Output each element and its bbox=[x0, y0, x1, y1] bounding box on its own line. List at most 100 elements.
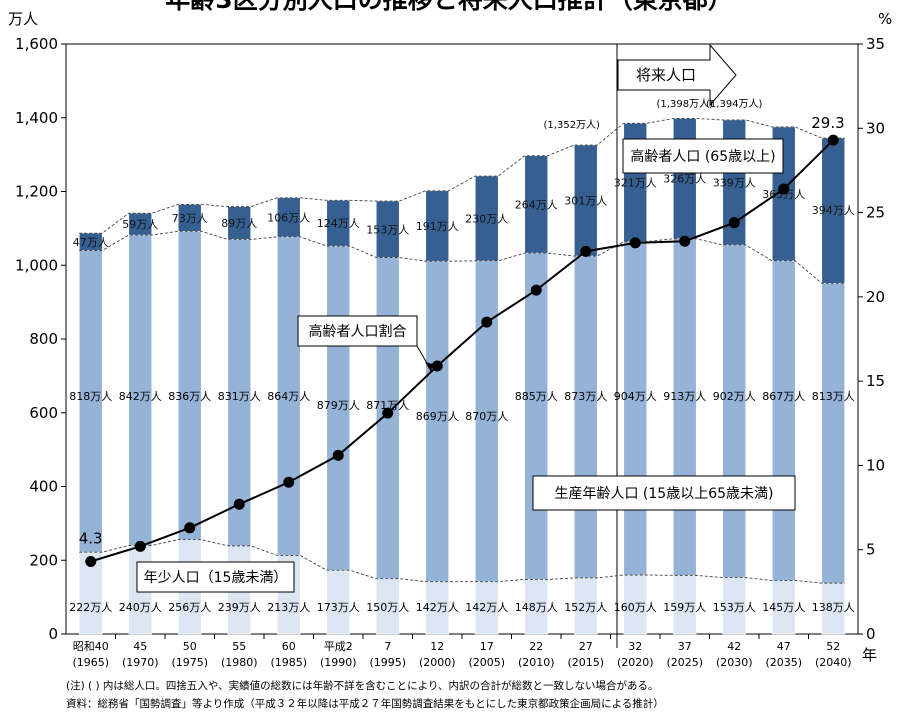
x-tick-label: 17 bbox=[480, 640, 494, 653]
ratio-point bbox=[778, 183, 790, 195]
total-label: (1,352万人) bbox=[544, 119, 601, 131]
label-elderly: 47万人 bbox=[73, 236, 109, 249]
label-elderly: 124万人 bbox=[317, 217, 360, 230]
left-tick-label: 800 bbox=[29, 330, 58, 348]
ratio-point bbox=[679, 235, 691, 247]
label-young: 150万人 bbox=[366, 601, 409, 614]
future-section: 将来人口 bbox=[616, 43, 737, 648]
ratio-point bbox=[580, 245, 592, 257]
label-young: 239万人 bbox=[218, 601, 261, 614]
label-young: 142万人 bbox=[465, 601, 508, 614]
ratio-point bbox=[431, 360, 443, 372]
label-working: 885万人 bbox=[515, 390, 558, 403]
x-tick-label: 昭和40 bbox=[73, 640, 109, 653]
ratio-point bbox=[184, 522, 196, 534]
label-working: 913万人 bbox=[663, 390, 706, 403]
label-elderly: 153万人 bbox=[366, 223, 409, 236]
x-tick-label: 45 bbox=[133, 640, 147, 653]
x-tick-sublabel: (2025) bbox=[666, 656, 703, 669]
ratio-point bbox=[481, 316, 493, 328]
label-young: 256万人 bbox=[168, 601, 211, 614]
label-elderly: 106万人 bbox=[267, 211, 310, 224]
label-working: 867万人 bbox=[762, 390, 805, 403]
x-tick-label: 60 bbox=[282, 640, 296, 653]
working-annotation-box bbox=[532, 475, 796, 511]
label-elderly: 59万人 bbox=[122, 218, 158, 231]
label-young: 159万人 bbox=[663, 601, 706, 614]
ratio-leader-arrowhead bbox=[425, 362, 433, 372]
boundary-line-total bbox=[79, 118, 845, 234]
x-tick-label: 42 bbox=[727, 640, 741, 653]
ratio-start-label: 4.3 bbox=[79, 530, 103, 548]
bar-segment-working bbox=[524, 252, 549, 580]
label-young: 213万人 bbox=[267, 601, 310, 614]
ratio-line bbox=[90, 139, 834, 563]
x-tick-sublabel: (1980) bbox=[221, 656, 258, 669]
chart-title: 年齢3区分別人口の推移と将来人口推計（東京都） bbox=[165, 0, 732, 14]
ratio-point bbox=[728, 217, 740, 229]
label-working: 813万人 bbox=[812, 390, 855, 403]
label-elderly: 230万人 bbox=[465, 212, 508, 225]
label-working: 870万人 bbox=[465, 410, 508, 423]
boundary-line-working bbox=[79, 230, 845, 284]
label-working: 869万人 bbox=[416, 410, 459, 423]
label-elderly: 394万人 bbox=[812, 204, 855, 217]
x-tick-sublabel: (2015) bbox=[567, 656, 604, 669]
left-tick-label: 1,600 bbox=[15, 35, 58, 53]
label-elderly: 301万人 bbox=[564, 195, 607, 208]
label-elderly: 89万人 bbox=[221, 217, 257, 230]
left-tick-label: 0 bbox=[48, 625, 58, 643]
ratio-point bbox=[233, 498, 245, 510]
right-tick-label: 5 bbox=[866, 541, 876, 559]
ratio-point bbox=[629, 237, 641, 249]
boundary-line-young bbox=[79, 539, 845, 584]
ratio-annotation-label: 高齢者人口割合 bbox=[309, 323, 407, 340]
left-tick-label: 400 bbox=[29, 478, 58, 496]
x-tick-label: 12 bbox=[430, 640, 444, 653]
ratio-point bbox=[530, 284, 542, 296]
x-tick-sublabel: (1990) bbox=[320, 656, 357, 669]
elderly-annotation-label: 高齢者人口 (65歳以上) bbox=[630, 148, 775, 165]
label-young: 148万人 bbox=[515, 601, 558, 614]
label-working: 818万人 bbox=[69, 390, 112, 403]
x-tick-sublabel: (2020) bbox=[617, 656, 654, 669]
label-young: 142万人 bbox=[416, 601, 459, 614]
label-young: 240万人 bbox=[119, 601, 162, 614]
right-tick-label: 30 bbox=[866, 119, 885, 137]
label-young: 160万人 bbox=[614, 601, 657, 614]
x-tick-label: 50 bbox=[183, 640, 197, 653]
bar-segment-working bbox=[573, 255, 598, 579]
right-tick-label: 0 bbox=[866, 625, 876, 643]
left-tick-label: 1,400 bbox=[15, 109, 58, 127]
x-tick-label: 37 bbox=[678, 640, 692, 653]
label-working: 842万人 bbox=[119, 390, 162, 403]
right-axis-unit: % bbox=[878, 10, 892, 28]
label-working: 873万人 bbox=[564, 390, 607, 403]
x-tick-label: 22 bbox=[529, 640, 543, 653]
right-tick-label: 25 bbox=[866, 204, 885, 222]
ratio-point bbox=[134, 540, 146, 552]
bar-segment-working bbox=[771, 260, 796, 581]
right-tick-label: 15 bbox=[866, 372, 885, 390]
x-tick-sublabel: (2005) bbox=[468, 656, 505, 669]
left-tick-label: 1,200 bbox=[15, 183, 58, 201]
label-elderly: 326万人 bbox=[663, 173, 706, 186]
label-working: 879万人 bbox=[317, 399, 360, 412]
x-tick-sublabel: (1985) bbox=[270, 656, 307, 669]
future-label: 将来人口 bbox=[636, 66, 696, 84]
bar-segment-elderly bbox=[375, 200, 400, 258]
future-arrow bbox=[617, 43, 737, 107]
label-elderly: 339万人 bbox=[713, 176, 756, 189]
x-tick-label: 32 bbox=[628, 640, 642, 653]
x-tick-label: 7 bbox=[384, 640, 391, 653]
label-young: 152万人 bbox=[564, 601, 607, 614]
label-working: 864万人 bbox=[267, 390, 310, 403]
label-working: 904万人 bbox=[614, 390, 657, 403]
ratio-point bbox=[382, 407, 394, 419]
right-tick-label: 35 bbox=[866, 35, 885, 53]
bar-segment-working bbox=[672, 238, 697, 576]
bar-segment-working bbox=[623, 241, 648, 576]
x-axis-unit: 年 bbox=[862, 646, 877, 664]
x-tick-label: 55 bbox=[232, 640, 246, 653]
label-young: 145万人 bbox=[762, 601, 805, 614]
